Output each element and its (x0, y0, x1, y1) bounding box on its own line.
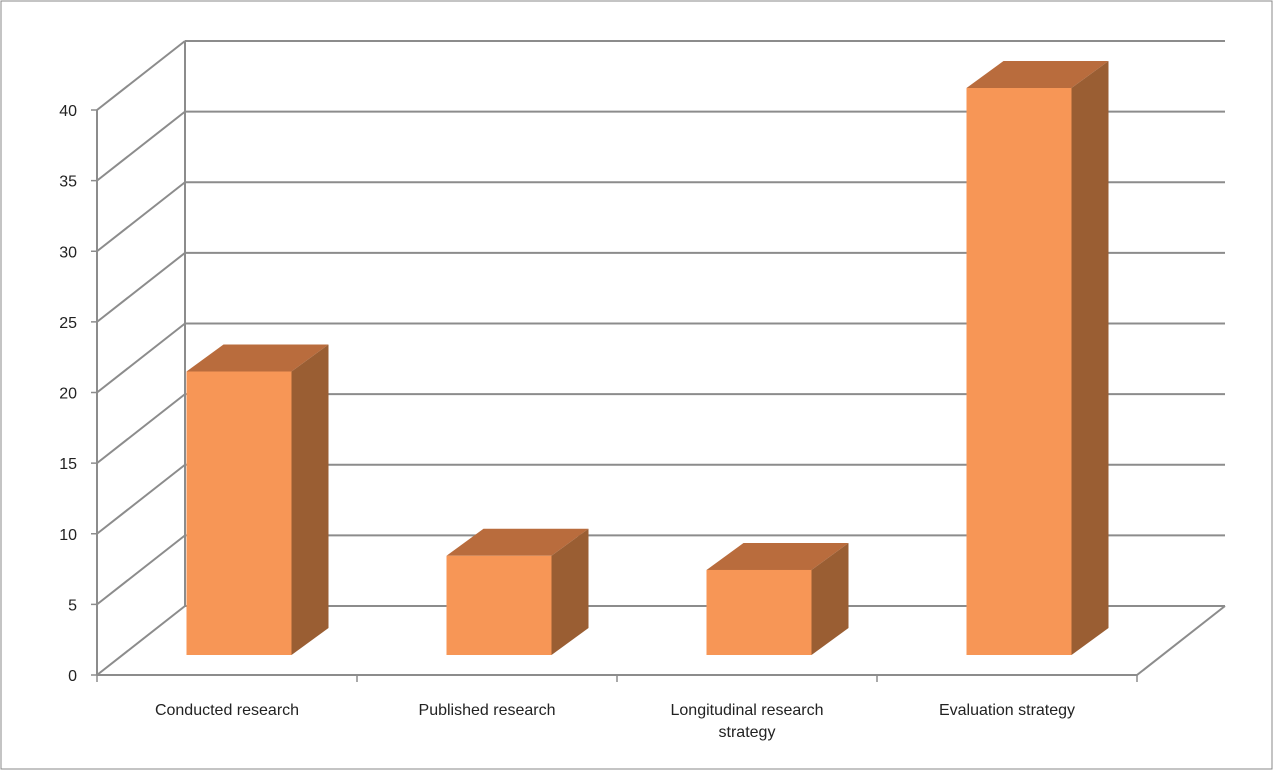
bar-side (1071, 61, 1109, 655)
bar-front (186, 371, 292, 655)
y-tick-label: 35 (59, 174, 77, 191)
gridline-side (96, 40, 186, 111)
gridline-side (96, 110, 186, 182)
y-tick-label: 0 (68, 668, 77, 685)
bar-top (186, 344, 329, 372)
x-category-label: Published research (419, 702, 556, 719)
axes (91, 109, 1138, 682)
x-category-labels: Conducted research Published research Long… (155, 702, 1075, 741)
gridline-side (96, 322, 186, 394)
gridline-side (96, 393, 186, 464)
x-category-label-line: Published research (419, 702, 556, 719)
bar-side (291, 344, 329, 655)
gridline-side (96, 181, 186, 253)
bar-top (966, 61, 1109, 88)
y-tick-label: 10 (59, 527, 77, 544)
y-tick-label: 25 (59, 315, 77, 332)
floor-left-edge (96, 605, 186, 676)
bar-front (706, 569, 812, 655)
x-category-label-line: Evaluation strategy (939, 702, 1075, 719)
bar (966, 61, 1109, 655)
x-category-label-line: Longitudinal research (671, 702, 824, 719)
x-category-label-line: strategy (719, 724, 776, 741)
bar-top (446, 528, 589, 556)
bar (186, 344, 329, 655)
gridline-side (96, 252, 186, 323)
y-tick-label: 15 (59, 456, 77, 473)
y-tick-label: 20 (59, 386, 77, 403)
bar-front (446, 555, 552, 655)
x-category-label: Evaluation strategy (939, 702, 1075, 719)
x-category-label-line: Conducted research (155, 702, 299, 719)
gridline-side (96, 463, 186, 535)
floor-right-edge (1136, 605, 1226, 676)
y-tick-label: 5 (68, 597, 77, 614)
y-tick-labels: 0 5 10 15 20 25 30 35 40 (59, 103, 77, 685)
bar-side (551, 528, 589, 655)
gridline-side (96, 534, 186, 606)
bar-front (966, 88, 1072, 655)
x-category-label: Conducted research (155, 702, 299, 719)
x-category-label: Longitudinal research strategy (671, 702, 824, 741)
bar (446, 528, 589, 655)
bar-side (811, 542, 849, 655)
bars (186, 61, 1109, 655)
y-tick-label: 30 (59, 244, 77, 261)
bar-top (706, 542, 849, 570)
bar (706, 542, 849, 655)
y-tick-label: 40 (59, 103, 77, 120)
